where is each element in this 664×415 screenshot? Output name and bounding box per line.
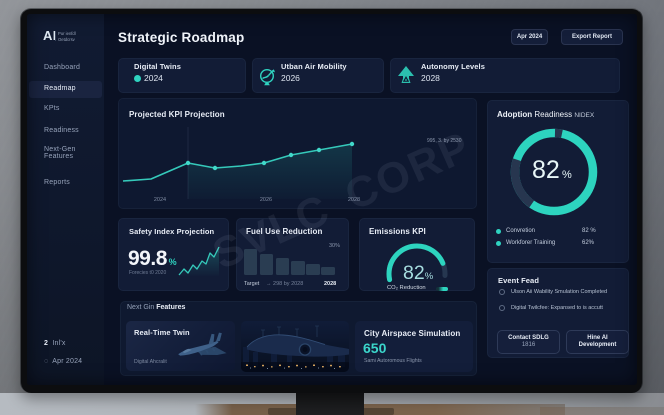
svg-text:2028: 2028 <box>348 197 360 203</box>
svg-text:2024: 2024 <box>154 197 166 203</box>
svg-text:2026: 2026 <box>260 197 272 203</box>
